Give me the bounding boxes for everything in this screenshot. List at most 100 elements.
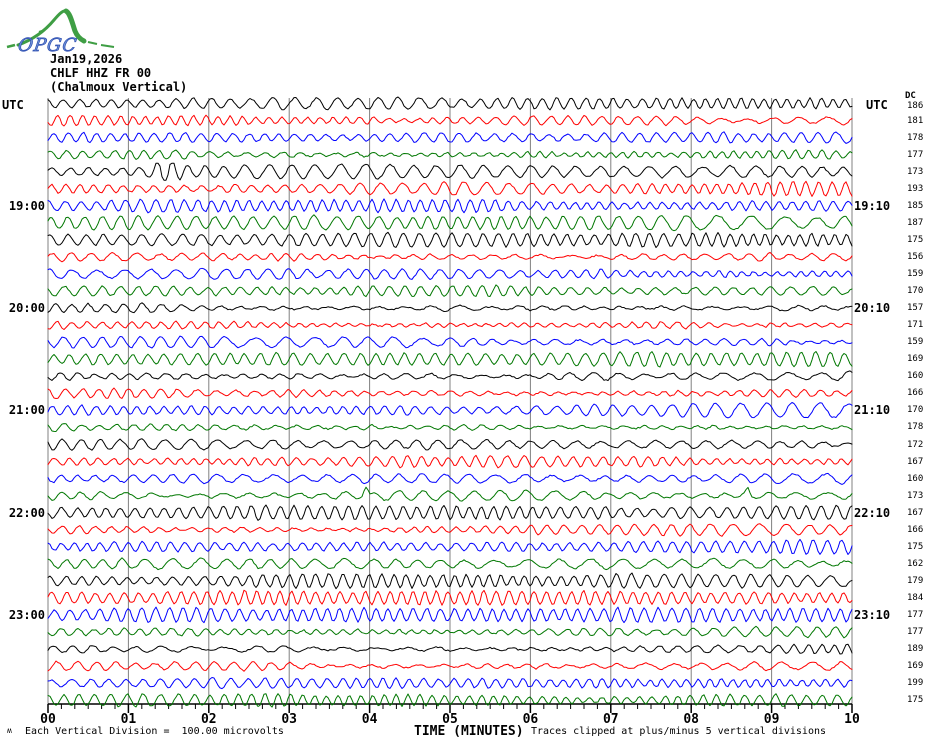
dc-value: 170	[907, 286, 924, 297]
dc-value: 157	[907, 303, 924, 314]
logo-text: OPGC	[17, 35, 79, 56]
dc-value: 177	[907, 610, 924, 620]
x-tick-label: 04	[361, 712, 378, 727]
dc-value: 177	[907, 149, 924, 160]
station-description: (Chalmoux Vertical)	[50, 80, 188, 94]
dc-value: 172	[907, 439, 924, 450]
trace-row	[47, 454, 853, 469]
trace-row	[47, 149, 853, 160]
dc-value: 169	[907, 354, 924, 365]
clip-note: Traces clipped at plus/minus 5 vertical …	[531, 726, 827, 737]
trace-row	[47, 538, 853, 555]
trace-row	[47, 423, 853, 432]
dc-header: DC	[905, 91, 916, 101]
tiny-squiggle-mark: ʍ	[7, 726, 12, 735]
dc-value: 179	[907, 575, 924, 586]
opgc-logo: OPGC	[6, 8, 115, 56]
trace-row	[47, 335, 853, 349]
dc-value: 166	[907, 388, 924, 399]
trace-row	[47, 131, 853, 144]
dc-value: 185	[907, 200, 924, 211]
utc-left-header: UTC	[2, 98, 24, 112]
trace-row	[47, 267, 853, 280]
trace-row	[47, 486, 853, 502]
trace-row	[47, 523, 853, 537]
dc-value: 181	[907, 115, 924, 126]
dc-value: 175	[907, 695, 924, 706]
dc-value: 166	[907, 524, 924, 535]
hour-label-left: 19:00	[8, 198, 45, 213]
logo-mountain-curve	[6, 8, 115, 49]
time-label-right: 22:10	[854, 505, 891, 520]
dc-value: 173	[907, 490, 924, 501]
dc-value: 193	[907, 183, 924, 194]
trace-row	[47, 251, 853, 263]
time-label-right: 21:10	[854, 403, 891, 418]
x-tick-label: 01	[120, 712, 137, 727]
dc-value: 162	[907, 558, 924, 569]
trace-row	[47, 572, 853, 590]
station-channel: CHLF HHZ FR 00	[50, 66, 152, 80]
trace-row	[47, 589, 853, 606]
dc-value: 187	[907, 217, 924, 228]
x-tick-label: 09	[763, 712, 780, 727]
trace-row	[47, 114, 853, 127]
dc-value: 199	[907, 678, 924, 689]
dc-value: 170	[907, 405, 924, 416]
trace-row	[47, 198, 853, 214]
dc-value: 156	[907, 251, 924, 262]
trace-row	[47, 302, 853, 314]
dc-value: 186	[907, 100, 924, 111]
trace-row	[47, 504, 853, 521]
trace-row	[47, 387, 853, 399]
trace-row	[47, 660, 853, 672]
trace-row	[47, 284, 853, 298]
dc-value: 159	[907, 337, 924, 348]
dc-value: 177	[907, 627, 924, 638]
dc-value: 171	[907, 320, 924, 331]
dc-value: 178	[907, 132, 924, 143]
dc-value: 160	[907, 371, 924, 382]
x-tick-label: 02	[200, 712, 217, 727]
trace-row	[47, 438, 853, 451]
x-tick-label: 03	[281, 712, 298, 727]
utc-right-header: UTC	[866, 98, 888, 112]
trace-row	[47, 162, 853, 181]
trace-row	[47, 472, 853, 485]
trace-row	[47, 557, 853, 571]
dc-value: 184	[907, 592, 924, 603]
x-tick-label: 07	[602, 712, 619, 727]
dc-value: 160	[907, 473, 924, 484]
x-tick-label: 06	[522, 712, 539, 727]
dc-value: 175	[907, 541, 924, 552]
x-axis-title: TIME (MINUTES)	[414, 724, 524, 739]
trace-row	[47, 606, 853, 624]
hour-label-left: 21:00	[8, 403, 45, 418]
trace-row	[47, 320, 853, 330]
x-tick-label: 10	[844, 712, 860, 727]
trace-row	[47, 402, 853, 419]
time-label-right: 20:10	[854, 301, 891, 316]
scale-note: Each Vertical Division = 100.00 microvol…	[25, 726, 284, 737]
report-date: Jan19,2026	[50, 52, 123, 66]
x-tick-label: 00	[40, 712, 56, 727]
trace-row	[47, 370, 853, 382]
trace-row	[47, 625, 853, 639]
time-label-right: 19:10	[854, 198, 891, 213]
dc-value: 159	[907, 269, 924, 279]
hour-label-left: 22:00	[8, 505, 45, 520]
time-label-right: 23:10	[854, 608, 891, 622]
x-tick-label: 05	[442, 712, 458, 727]
trace-row	[47, 180, 853, 197]
dc-value: 167	[907, 456, 924, 467]
trace-row	[47, 231, 853, 249]
hour-label-left: 20:00	[8, 301, 45, 316]
trace-row	[47, 677, 853, 690]
hour-label-left: 23:00	[8, 608, 45, 622]
trace-row	[47, 214, 853, 232]
trace-row	[47, 693, 853, 708]
trace-row	[47, 351, 853, 368]
dc-value: 175	[907, 234, 924, 245]
